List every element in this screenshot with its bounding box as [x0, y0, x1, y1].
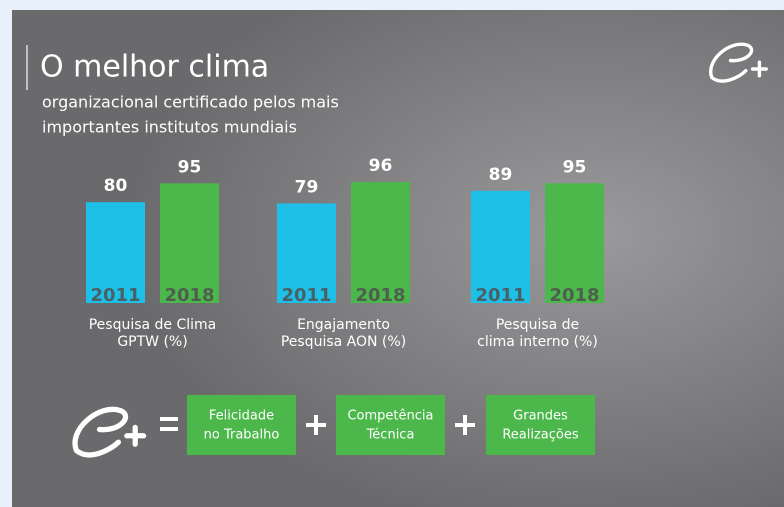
x-axis-label: Pesquisa AON (%)	[281, 334, 406, 350]
category-label: 2018	[355, 285, 405, 306]
subtitle: organizacional certificado pelos mais	[42, 93, 339, 112]
x-axis-label: Pesquisa de	[496, 317, 579, 333]
category-label: 2011	[281, 285, 331, 306]
x-axis-label: clima interno (%)	[477, 334, 598, 350]
formula-box	[486, 395, 595, 455]
formula-term: no Trabalho	[204, 428, 280, 443]
formula-term: Técnica	[366, 428, 415, 443]
subtitle: importantes institutos mundiais	[42, 118, 297, 137]
formula-box	[336, 395, 445, 455]
category-label: 2018	[549, 285, 599, 306]
formula-term: Competência	[347, 409, 433, 424]
value-label: 95	[563, 157, 587, 177]
formula-term: Realizações	[502, 428, 579, 443]
value-label: 95	[178, 157, 202, 177]
category-label: 2011	[90, 285, 140, 306]
category-label: 2011	[475, 285, 525, 306]
value-label: 89	[489, 165, 513, 185]
value-label: 79	[295, 177, 319, 197]
formula: Felicidade no Trabalho Competência Técnica G…	[187, 395, 595, 455]
title: O melhor clima	[40, 50, 269, 85]
value-label: 96	[369, 156, 393, 176]
x-axis-label: Engajamento	[297, 317, 390, 333]
formula-box	[187, 395, 296, 455]
value-label: 80	[104, 176, 128, 196]
x-axis-label: Pesquisa de Clima	[89, 317, 217, 333]
formula-term: Felicidade	[209, 409, 274, 424]
infographic: O melhor clima organizacional certificad…	[0, 0, 784, 507]
formula-term: Grandes	[513, 409, 568, 424]
category-label: 2018	[164, 285, 214, 306]
x-axis-label: GPTW (%)	[117, 334, 187, 350]
